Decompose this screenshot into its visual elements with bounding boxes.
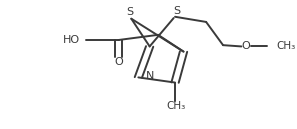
Text: N: N [146,71,154,81]
Text: S: S [173,6,180,16]
Text: HO: HO [63,35,80,45]
Text: CH₃: CH₃ [166,101,185,111]
Text: O: O [242,41,251,51]
Text: O: O [114,57,123,67]
Text: CH₃: CH₃ [277,41,296,51]
Text: S: S [126,7,133,17]
